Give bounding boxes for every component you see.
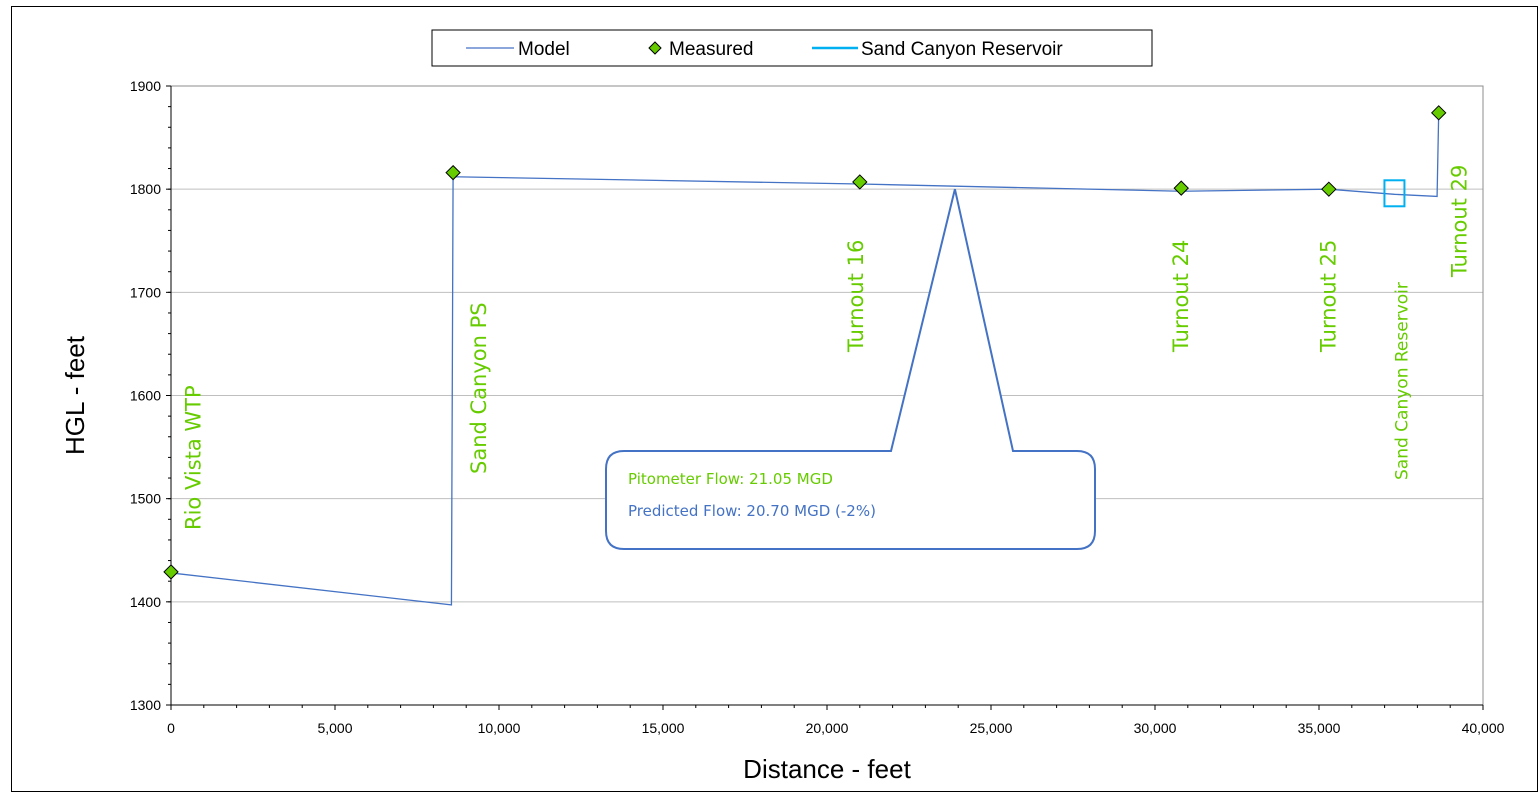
x-tick-label: 20,000 <box>806 720 849 736</box>
location-label: Turnout 16 <box>844 240 868 353</box>
x-tick-label: 35,000 <box>1298 720 1341 736</box>
x-tick-label: 15,000 <box>642 720 685 736</box>
legend-box <box>431 29 1153 67</box>
location-label: Turnout 29 <box>1448 165 1472 278</box>
y-tick-label: 1900 <box>130 78 161 94</box>
legend-measured-label: Measured <box>669 39 754 60</box>
measured-point <box>1173 180 1189 196</box>
measured-point <box>852 174 868 190</box>
measured-point <box>163 564 179 580</box>
y-axis-title: HGL - feet <box>60 335 90 455</box>
x-axis-title: Distance - feet <box>743 754 911 784</box>
legend-measured-swatch <box>648 41 662 55</box>
reservoir-marker <box>1383 179 1406 208</box>
legend: Model Measured Sand Canyon Reservoir <box>431 29 1153 67</box>
x-tick-label: 10,000 <box>478 720 521 736</box>
location-label: Sand Canyon Reservoir <box>1393 282 1413 480</box>
location-label: Rio Vista WTP <box>182 385 206 530</box>
x-tick-label: 30,000 <box>1134 720 1177 736</box>
location-labels: Rio Vista WTP Sand Canyon PS Turnout 16 Tur… <box>182 165 1472 530</box>
callout-predicted-flow: Predicted Flow: 20.70 MGD (-2%) <box>628 502 876 520</box>
legend-model-label: Model <box>518 39 570 60</box>
series-layer <box>163 105 1447 606</box>
axes <box>166 85 1484 710</box>
y-tick-label: 1700 <box>130 284 161 300</box>
measured-point <box>445 164 461 181</box>
x-tick-label: 40,000 <box>1462 720 1505 736</box>
y-tick-label: 1400 <box>130 594 161 610</box>
measured-point <box>1321 181 1337 197</box>
location-label: Turnout 24 <box>1169 240 1193 353</box>
measured-point <box>1431 105 1447 121</box>
y-tick-label: 1600 <box>130 388 161 404</box>
chart-frame <box>11 6 1538 792</box>
x-tick-label: 25,000 <box>970 720 1013 736</box>
location-label: Turnout 25 <box>1316 240 1340 353</box>
legend-reservoir-label: Sand Canyon Reservoir <box>861 39 1063 60</box>
callout-pitometer-flow: Pitometer Flow: 21.05 MGD <box>628 470 833 488</box>
y-tick-label: 1300 <box>130 697 161 713</box>
location-label: Sand Canyon PS <box>467 302 491 474</box>
callout-balloon <box>605 188 1096 550</box>
flow-callout: Pitometer Flow: 21.05 MGD Predicted Flow:… <box>605 188 1096 550</box>
tick-labels: 1300 1400 1500 1600 1700 1800 1900 0 5,000 10,000… <box>130 78 1505 736</box>
x-tick-label: 0 <box>167 720 175 736</box>
y-tick-label: 1800 <box>130 181 161 197</box>
x-tick-label: 5,000 <box>317 720 352 736</box>
y-tick-label: 1500 <box>130 491 161 507</box>
